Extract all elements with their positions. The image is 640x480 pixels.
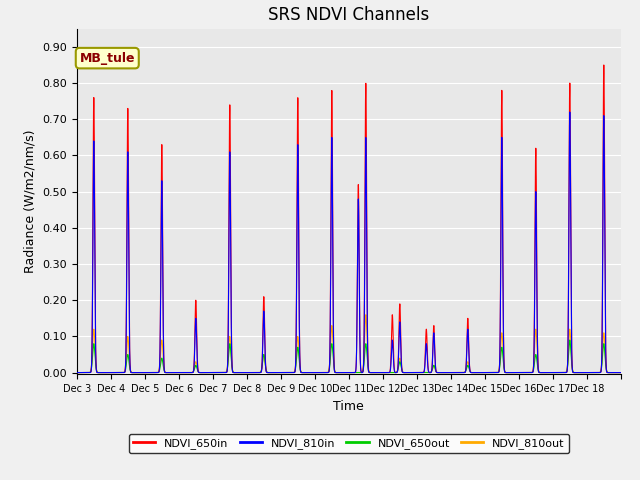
Title: SRS NDVI Channels: SRS NDVI Channels bbox=[268, 6, 429, 24]
X-axis label: Time: Time bbox=[333, 400, 364, 413]
Legend: NDVI_650in, NDVI_810in, NDVI_650out, NDVI_810out: NDVI_650in, NDVI_810in, NDVI_650out, NDV… bbox=[129, 433, 569, 453]
Text: MB_tule: MB_tule bbox=[79, 52, 135, 65]
Y-axis label: Radiance (W/m2/nm/s): Radiance (W/m2/nm/s) bbox=[24, 130, 36, 273]
